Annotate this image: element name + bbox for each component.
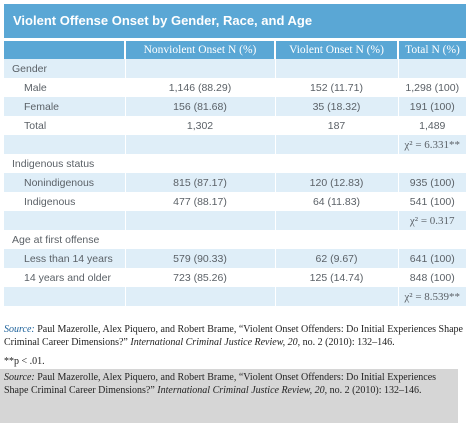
cell-nonviolent: 815 (87.17)	[124, 173, 275, 192]
empty-cell	[397, 154, 466, 173]
table-title: Violent Offense Onset by Gender, Race, a…	[4, 4, 466, 38]
cell-violent: 120 (12.83)	[274, 173, 398, 192]
table-row: Nonindigenous 815 (87.17) 120 (12.83) 93…	[4, 173, 466, 192]
row-label: 14 years and older	[4, 268, 125, 287]
empty-cell	[124, 59, 275, 78]
empty-cell	[4, 211, 125, 230]
cell-violent: 64 (11.83)	[274, 192, 398, 211]
cell-violent: 125 (14.74)	[274, 268, 398, 287]
table-row: 14 years and older 723 (85.26) 125 (14.7…	[4, 268, 466, 287]
header-blank	[4, 41, 125, 59]
cell-total: 935 (100)	[397, 173, 466, 192]
cell-nonviolent: 1,146 (88.29)	[124, 78, 275, 97]
table-card: Violent Offense Onset by Gender, Race, a…	[4, 4, 466, 322]
empty-cell	[124, 135, 275, 154]
chi-square-stat: χ² = 6.331**	[397, 135, 466, 154]
cell-violent: 187	[274, 116, 398, 135]
source-label: Source:	[4, 372, 35, 383]
cell-total: 191 (100)	[397, 97, 466, 116]
empty-cell	[274, 135, 398, 154]
cell-violent: 62 (9.67)	[274, 249, 398, 268]
cell-nonviolent: 723 (85.26)	[124, 268, 275, 287]
source-label: Source:	[4, 324, 35, 335]
empty-cell	[274, 230, 398, 249]
empty-cell	[274, 287, 398, 306]
section-row: Age at first offense	[4, 230, 466, 249]
section-row: Indigenous status	[4, 154, 466, 173]
section-row: Gender	[4, 59, 466, 78]
table-row: Total 1,302 187 1,489	[4, 116, 466, 135]
row-label: Female	[4, 97, 125, 116]
cell-nonviolent: 579 (90.33)	[124, 249, 275, 268]
cell-nonviolent: 477 (88.17)	[124, 192, 275, 211]
section-label-gender: Gender	[4, 59, 125, 78]
cell-nonviolent: 156 (81.68)	[124, 97, 275, 116]
row-label: Indigenous	[4, 192, 125, 211]
row-label: Total	[4, 116, 125, 135]
source-text: Paul Mazerolle, Alex Piquero, and Robert…	[4, 372, 437, 396]
gray-source-box	[0, 369, 458, 423]
section-label-age: Age at first offense	[4, 230, 125, 249]
table-row: Male 1,146 (88.29) 152 (11.71) 1,298 (10…	[4, 78, 466, 97]
empty-cell	[274, 59, 398, 78]
header-total: Total N (%)	[397, 41, 466, 59]
source-citation-top: Source: Paul Mazerolle, Alex Piquero, an…	[4, 323, 470, 349]
empty-cell	[4, 135, 125, 154]
header-nonviolent: Nonviolent Onset N (%)	[124, 41, 275, 59]
stat-row: χ² = 8.539**	[4, 287, 466, 306]
stat-row: χ² = 6.331**	[4, 135, 466, 154]
row-label: Nonindigenous	[4, 173, 125, 192]
empty-cell	[124, 154, 275, 173]
section-label-indigenous: Indigenous status	[4, 154, 125, 173]
empty-cell	[124, 211, 275, 230]
cell-total: 1,298 (100)	[397, 78, 466, 97]
empty-cell	[274, 211, 398, 230]
source-text: Paul Mazerolle, Alex Piquero, and Robert…	[4, 324, 463, 348]
cell-total: 1,489	[397, 116, 466, 135]
chi-square-stat: χ² = 8.539**	[397, 287, 466, 306]
header-violent: Violent Onset N (%)	[274, 41, 398, 59]
cell-total: 848 (100)	[397, 268, 466, 287]
empty-cell	[124, 287, 275, 306]
table-row: Female 156 (81.68) 35 (18.32) 191 (100)	[4, 97, 466, 116]
source-journal: International Criminal Justice Review, 2…	[157, 385, 328, 396]
row-label: Male	[4, 78, 125, 97]
stat-row: χ² = 0.317	[4, 211, 466, 230]
cell-total: 641 (100)	[397, 249, 466, 268]
cell-total: 541 (100)	[397, 192, 466, 211]
source-journal: International Criminal Justice Review, 2…	[130, 337, 301, 348]
table-row: Indigenous 477 (88.17) 64 (11.83) 541 (1…	[4, 192, 466, 211]
source-pages: no. 2 (2010): 132–146.	[329, 385, 422, 396]
footnote: **p < .01.	[4, 356, 45, 367]
data-table: Nonviolent Onset N (%) Violent Onset N (…	[4, 41, 466, 306]
source-pages: no. 2 (2010): 132–146.	[302, 337, 395, 348]
row-label: Less than 14 years	[4, 249, 125, 268]
source-citation-bottom: Source: Paul Mazerolle, Alex Piquero, an…	[4, 371, 444, 397]
empty-cell	[274, 154, 398, 173]
empty-cell	[397, 59, 466, 78]
empty-cell	[4, 287, 125, 306]
empty-cell	[124, 230, 275, 249]
table-row: Less than 14 years 579 (90.33) 62 (9.67)…	[4, 249, 466, 268]
cell-violent: 152 (11.71)	[274, 78, 398, 97]
empty-cell	[397, 230, 466, 249]
cell-violent: 35 (18.32)	[274, 97, 398, 116]
cell-nonviolent: 1,302	[124, 116, 275, 135]
chi-square-stat: χ² = 0.317	[397, 211, 466, 230]
header-row: Nonviolent Onset N (%) Violent Onset N (…	[4, 41, 466, 59]
